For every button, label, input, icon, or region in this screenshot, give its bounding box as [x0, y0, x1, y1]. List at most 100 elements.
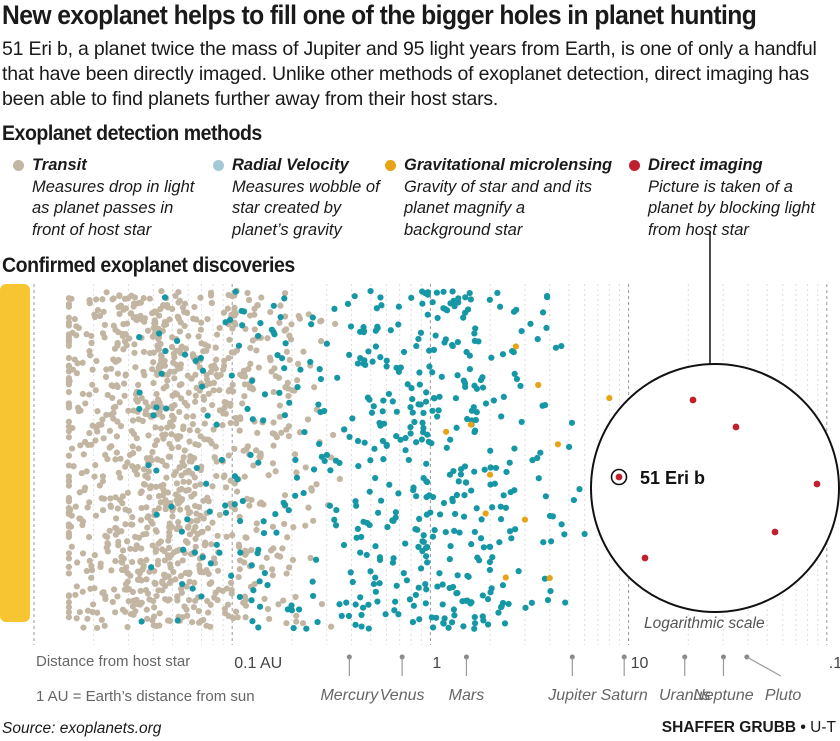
radial-velocity-point — [558, 342, 565, 350]
radial-velocity-point — [334, 374, 341, 381]
radial-velocity-point — [413, 342, 420, 350]
transit-point — [132, 465, 139, 473]
radial-velocity-point — [486, 543, 494, 550]
transit-point — [122, 372, 129, 379]
radial-velocity-point — [426, 363, 433, 370]
highlight-ring — [610, 468, 628, 486]
transit-point — [79, 550, 87, 557]
radial-velocity-point — [510, 349, 517, 356]
microlensing-point — [521, 516, 529, 523]
transit-point — [103, 411, 110, 419]
transit-point — [84, 615, 91, 622]
transit-point — [242, 614, 249, 621]
planet-label: Jupiter — [547, 687, 597, 704]
radial-velocity-point — [295, 606, 303, 613]
transit-point — [89, 366, 96, 373]
transit-point — [168, 403, 175, 410]
transit-point — [245, 365, 252, 372]
radial-velocity-point — [505, 600, 512, 608]
transit-point — [254, 429, 261, 436]
transit-point — [133, 396, 140, 403]
radial-velocity-point — [349, 578, 356, 586]
transit-point — [98, 421, 105, 428]
transit-point — [270, 442, 277, 449]
transit-point — [208, 299, 215, 307]
radial-velocity-point — [420, 424, 427, 432]
transit-point — [94, 624, 101, 632]
radial-velocity-point — [472, 325, 479, 332]
transit-point — [76, 489, 83, 496]
transit-point — [141, 372, 148, 379]
planet-label: Mars — [449, 687, 485, 704]
microlensing-point — [554, 441, 562, 448]
radial-velocity-point — [158, 370, 165, 377]
transit-point — [99, 330, 107, 337]
x-tick-label: 1 — [432, 655, 441, 672]
transit-point — [191, 455, 198, 462]
transit-point — [213, 458, 220, 465]
transit-point — [73, 583, 80, 590]
radial-velocity-point — [261, 391, 269, 398]
transit-point — [201, 341, 209, 348]
transit-point — [269, 460, 277, 467]
transit-point — [172, 292, 179, 299]
radial-velocity-point — [436, 393, 443, 400]
transit-point — [216, 387, 223, 394]
transit-point — [119, 500, 126, 507]
transit-point — [284, 534, 291, 541]
transit-point — [144, 327, 152, 334]
radial-velocity-point — [462, 294, 469, 301]
transit-point — [176, 464, 183, 471]
transit-point — [336, 475, 343, 483]
transit-point — [305, 504, 312, 511]
transit-point — [208, 541, 215, 548]
direct-imaging-legend-dot — [629, 160, 640, 171]
page-title: New exoplanet helps to fill one of the b… — [2, 0, 757, 30]
radial-velocity-point — [490, 397, 497, 404]
transit-point — [125, 407, 132, 414]
transit-point — [204, 525, 212, 532]
radial-velocity-point — [429, 299, 436, 306]
transit-point — [232, 608, 240, 615]
transit-point — [83, 567, 90, 575]
transit-point — [80, 624, 87, 631]
microlensing-point — [502, 574, 509, 581]
radial-velocity-point — [310, 466, 318, 473]
transit-point — [228, 586, 235, 594]
radial-velocity-point — [373, 305, 380, 312]
microlensing-point — [442, 428, 450, 435]
radial-velocity-point — [395, 490, 402, 497]
radial-velocity-point — [238, 307, 245, 315]
transit-point — [102, 595, 109, 603]
method-name: Direct imaging — [648, 156, 763, 174]
radial-velocity-point — [372, 474, 379, 482]
transit-point — [74, 360, 81, 367]
radial-velocity-point — [326, 502, 334, 509]
transit-point — [247, 344, 254, 352]
transit-point — [118, 528, 125, 535]
transit-point — [251, 326, 258, 333]
transit-point — [159, 578, 166, 585]
transit-point — [65, 604, 73, 611]
radial-velocity-point — [181, 351, 189, 358]
radial-velocity-point — [418, 436, 426, 443]
radial-velocity-point — [440, 288, 447, 295]
radial-velocity-point — [460, 623, 467, 630]
radial-velocity-point — [370, 580, 378, 588]
radial-velocity-point — [568, 419, 576, 426]
radial-velocity-point — [451, 612, 458, 619]
transit-point — [111, 345, 119, 352]
direct-imaging-point — [615, 473, 623, 481]
transit-point — [175, 315, 182, 323]
radial-velocity-point — [317, 375, 325, 383]
radial-velocity-point — [372, 343, 380, 350]
radial-velocity-point — [272, 510, 279, 518]
transit-point — [173, 480, 180, 487]
transit-point — [157, 499, 164, 506]
radial-velocity-point — [426, 347, 433, 354]
radial-velocity-point — [413, 493, 420, 500]
transit-point — [65, 404, 73, 411]
radial-velocity-point — [395, 368, 403, 375]
transit-point — [115, 469, 122, 476]
transit-point — [178, 472, 185, 479]
